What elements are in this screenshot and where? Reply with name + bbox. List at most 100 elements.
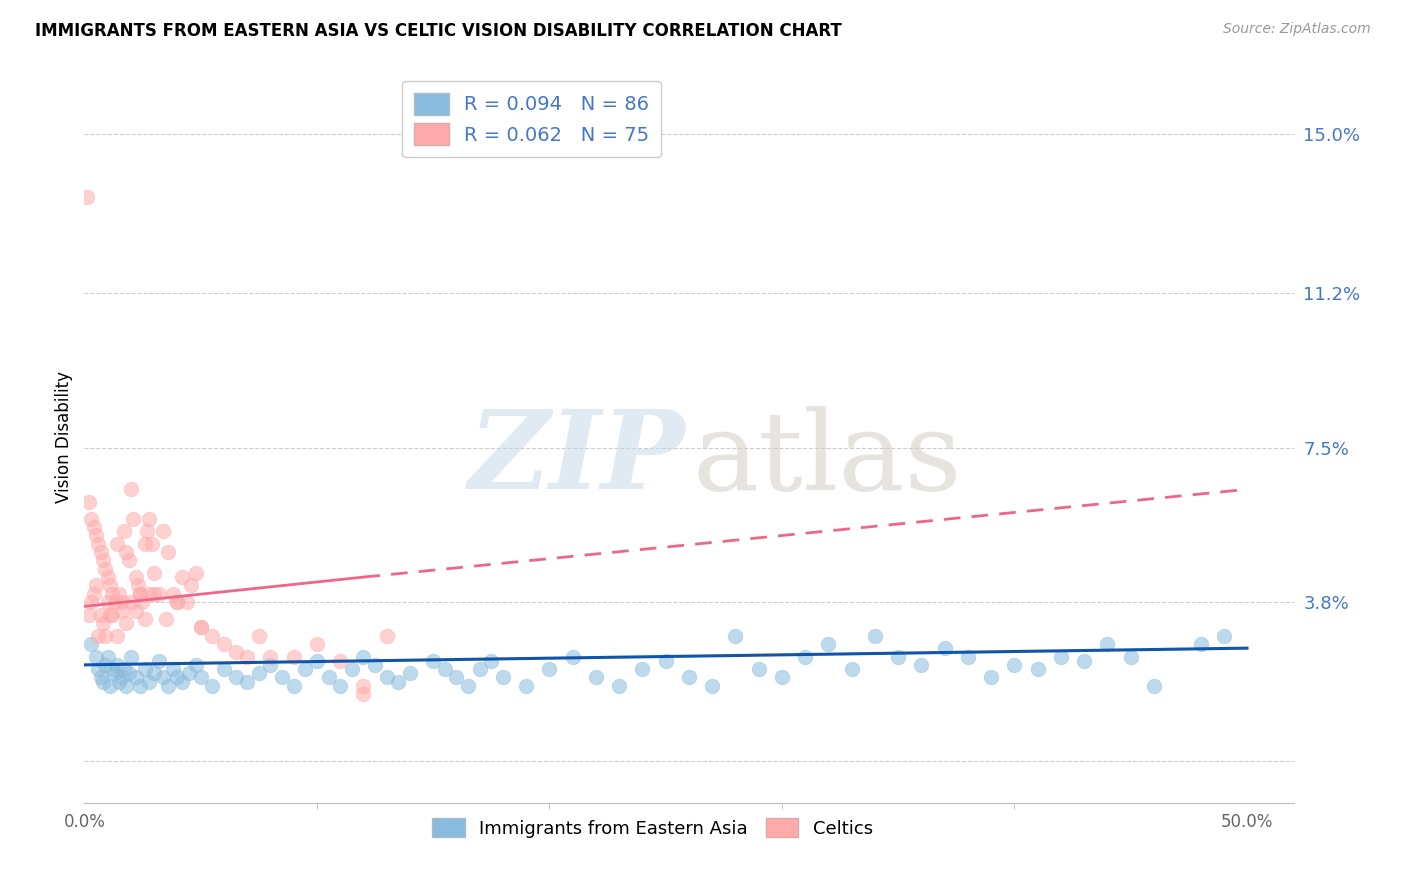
Point — [1119, 649, 1142, 664]
Point — [90, 545, 112, 559]
Point — [479, 654, 502, 668]
Point — [259, 649, 281, 664]
Point — [212, 637, 235, 651]
Point — [492, 670, 515, 684]
Point — [561, 649, 583, 664]
Point — [1143, 679, 1166, 693]
Point — [91, 674, 114, 689]
Point — [84, 528, 107, 542]
Point — [104, 595, 127, 609]
Point — [129, 587, 152, 601]
Point — [236, 649, 259, 664]
Point — [115, 616, 138, 631]
Point — [585, 670, 607, 684]
Point — [1189, 637, 1212, 651]
Point — [138, 587, 160, 601]
Point — [422, 654, 444, 668]
Point — [112, 662, 135, 676]
Text: atlas: atlas — [693, 406, 962, 513]
Point — [110, 670, 132, 684]
Point — [863, 629, 886, 643]
Point — [122, 511, 145, 525]
Point — [136, 524, 159, 538]
Text: ZIP: ZIP — [468, 405, 685, 513]
Point — [748, 662, 770, 676]
Point — [329, 679, 352, 693]
Point — [162, 587, 184, 601]
Point — [375, 629, 398, 643]
Point — [631, 662, 654, 676]
Point — [124, 670, 146, 684]
Point — [110, 603, 132, 617]
Point — [399, 666, 422, 681]
Point — [1073, 654, 1095, 668]
Point — [166, 595, 188, 609]
Point — [1097, 637, 1119, 651]
Point — [124, 570, 146, 584]
Point — [980, 670, 1002, 684]
Point — [305, 654, 328, 668]
Point — [201, 679, 224, 693]
Point — [352, 679, 374, 693]
Point — [1050, 649, 1073, 664]
Point — [83, 520, 105, 534]
Point — [90, 670, 112, 684]
Point — [157, 679, 180, 693]
Point — [101, 587, 124, 601]
Point — [364, 657, 387, 672]
Point — [105, 657, 128, 672]
Point — [97, 595, 120, 609]
Point — [131, 595, 153, 609]
Point — [152, 524, 174, 538]
Text: IMMIGRANTS FROM EASTERN ASIA VS CELTIC VISION DISABILITY CORRELATION CHART: IMMIGRANTS FROM EASTERN ASIA VS CELTIC V… — [35, 22, 842, 40]
Point — [138, 511, 160, 525]
Point — [457, 679, 479, 693]
Point — [702, 679, 724, 693]
Point — [375, 670, 398, 684]
Point — [468, 662, 491, 676]
Point — [910, 657, 932, 672]
Point — [110, 595, 132, 609]
Point — [104, 666, 127, 681]
Point — [97, 570, 120, 584]
Point — [352, 649, 374, 664]
Point — [77, 495, 100, 509]
Point — [141, 536, 163, 550]
Point — [143, 566, 166, 580]
Point — [148, 654, 170, 668]
Point — [305, 637, 328, 651]
Point — [201, 629, 224, 643]
Point — [956, 649, 979, 664]
Point — [117, 666, 139, 681]
Point — [340, 662, 363, 676]
Point — [247, 666, 270, 681]
Point — [283, 679, 305, 693]
Point — [83, 587, 105, 601]
Point — [98, 679, 121, 693]
Point — [654, 654, 676, 668]
Point — [184, 566, 207, 580]
Point — [76, 190, 98, 204]
Point — [934, 641, 956, 656]
Point — [127, 578, 149, 592]
Point — [1212, 629, 1234, 643]
Point — [120, 595, 142, 609]
Point — [138, 674, 160, 689]
Point — [352, 687, 374, 701]
Point — [155, 612, 177, 626]
Point — [108, 587, 131, 601]
Point — [387, 674, 409, 689]
Point — [225, 670, 247, 684]
Point — [112, 524, 135, 538]
Point — [87, 662, 110, 676]
Point — [817, 637, 839, 651]
Point — [101, 607, 124, 622]
Point — [129, 679, 152, 693]
Point — [98, 607, 121, 622]
Point — [152, 670, 174, 684]
Point — [94, 657, 117, 672]
Point — [120, 483, 142, 497]
Point — [148, 587, 170, 601]
Point — [94, 629, 117, 643]
Point — [105, 536, 128, 550]
